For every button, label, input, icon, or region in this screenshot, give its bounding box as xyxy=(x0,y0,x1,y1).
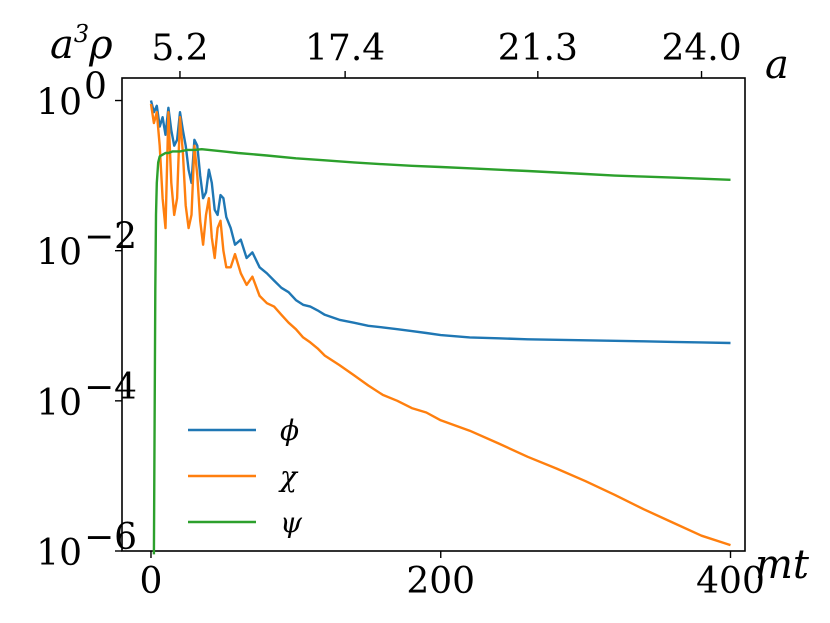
top-tick-label-2: 17.4 xyxy=(305,28,385,69)
x-tick-label-3: 400 xyxy=(696,561,765,602)
y-axis-title: a3ρ xyxy=(50,20,113,68)
y-tick-exponent-4: −6 xyxy=(84,517,137,558)
legend-label-3: ψ xyxy=(280,506,303,539)
series-line-1 xyxy=(149,100,731,345)
top-tick-label-4: 24.0 xyxy=(661,28,741,69)
y-tick-label-3: 10 xyxy=(36,383,82,424)
y-tick-label-2: 10 xyxy=(36,233,82,274)
top-tick-label-3: 21.3 xyxy=(498,28,578,69)
y-axis-title-main: a xyxy=(50,22,74,68)
y-tick-exponent-1: 0 xyxy=(84,67,107,108)
y-axis-title-exponent: 3 xyxy=(74,20,89,48)
top-tick-label-1: 5.2 xyxy=(151,28,208,69)
x-tick-label-1: 0 xyxy=(140,561,163,602)
series-layer xyxy=(149,100,731,555)
series-line-2 xyxy=(149,103,731,547)
y-tick-label-1: 10 xyxy=(36,83,82,124)
top-axis-title: a xyxy=(765,42,789,88)
y-axis-title-rho: ρ xyxy=(88,22,113,68)
plot-area xyxy=(121,77,746,552)
legend-label-1: ϕ xyxy=(280,414,299,447)
y-tick-exponent-3: −4 xyxy=(84,367,137,408)
y-tick-label-4: 10 xyxy=(36,533,82,574)
legend: ϕχψ xyxy=(188,414,303,539)
series-line-3 xyxy=(152,147,731,555)
legend-label-2: χ xyxy=(278,460,299,493)
x-tick-label-2: 200 xyxy=(406,561,475,602)
x-axis-title: mt xyxy=(755,542,810,588)
y-tick-exponent-2: −2 xyxy=(84,217,137,258)
